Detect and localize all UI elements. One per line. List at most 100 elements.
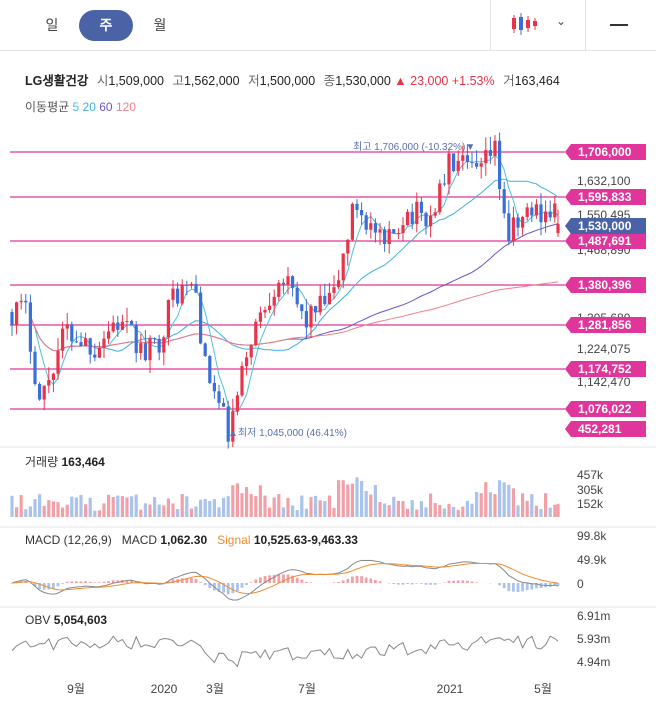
macd-histogram-bar (475, 582, 478, 583)
macd-histogram-bar (231, 583, 235, 594)
volume-bar (387, 505, 391, 517)
price-level-tag-label: 1,076,022 (578, 402, 632, 416)
close-label: 종 (323, 74, 336, 88)
volume-bar (295, 510, 299, 517)
volume-bar (65, 504, 69, 517)
candle-body (189, 283, 193, 286)
candle-body (258, 312, 262, 322)
macd-histogram-bar (70, 581, 74, 583)
volume-bar (222, 497, 226, 517)
macd-histogram-bar (548, 583, 552, 587)
price-level-tag (565, 233, 646, 249)
candlestick-chart-type-icon[interactable] (510, 12, 538, 36)
volume-bar (157, 504, 161, 517)
candle-body (212, 382, 216, 392)
volume-bar (111, 496, 115, 517)
macd-histogram-bar (93, 582, 97, 583)
volume-bar (318, 500, 322, 517)
chevron-down-icon[interactable]: ⌄ (556, 14, 567, 28)
volume-bar (134, 494, 138, 517)
high-value: 1,562,000 (183, 74, 240, 88)
volume-bar (548, 507, 552, 517)
macd-histogram-bar (111, 580, 115, 583)
candle-body (488, 150, 492, 156)
candle-body (337, 280, 341, 288)
candle-body (295, 287, 299, 305)
volume-panel-label: 거래량 163,464 (25, 453, 105, 470)
volume-bar (47, 500, 51, 517)
tab-day[interactable]: 일 (45, 17, 59, 33)
macd-histogram-bar (194, 578, 198, 583)
candle-body (120, 321, 124, 330)
candle-body (176, 288, 180, 304)
macd-histogram-bar (456, 580, 460, 583)
price-level-tag-label: 1,706,000 (578, 145, 632, 159)
oscillator-value: -9,463.33 (307, 533, 358, 547)
candle-body (392, 229, 396, 234)
x-axis-tick-label: 7월 (298, 682, 316, 696)
candle-body (28, 302, 32, 352)
volume-bar (235, 483, 239, 517)
macd-histogram-bar (355, 575, 359, 583)
volume-bar (162, 505, 166, 517)
candle-body (360, 209, 364, 216)
volume-bar (406, 508, 410, 517)
volume-bar (429, 493, 433, 517)
volume-bar (530, 494, 534, 517)
volume-bar (268, 507, 272, 517)
macd-histogram-bar (300, 579, 304, 583)
candle-body (88, 338, 92, 355)
menu-icon[interactable] (610, 24, 628, 26)
volume-bar (263, 495, 267, 517)
tab-month[interactable]: 월 (153, 17, 167, 33)
macd-histogram-bar (226, 583, 230, 595)
candle-body (401, 225, 405, 234)
candle-body (516, 217, 520, 228)
volume-bar (511, 488, 515, 517)
macd-histogram-bar (530, 583, 534, 590)
volume-bar (525, 500, 529, 517)
candle-body (10, 312, 14, 325)
candle-body (208, 355, 212, 383)
tab-week[interactable]: 주 (79, 10, 133, 41)
x-axis-tick-label: 2020 (151, 682, 178, 696)
ma-120-label: 120 (115, 100, 136, 114)
candle-body (534, 204, 538, 216)
high-label: 고 (172, 74, 184, 88)
candle-body (166, 299, 170, 338)
macd-histogram-bar (498, 583, 501, 586)
macd-histogram-bar (33, 583, 37, 587)
candle-body (240, 366, 244, 396)
macd-histogram-bar (102, 581, 106, 583)
stock-name: LG생활건강 (25, 74, 89, 88)
volume-bar (93, 510, 97, 517)
macd-histogram-bar (245, 583, 248, 585)
signal-series-label: Signal (217, 533, 251, 547)
volume-bar (291, 505, 295, 517)
macd-histogram-bar (305, 581, 308, 583)
moving-average-120-line (29, 281, 559, 351)
candle-body (263, 309, 267, 313)
close-value: 1,530,000 (335, 74, 391, 88)
volume-bar (378, 502, 382, 517)
volume-bar (70, 496, 74, 517)
candle-body (419, 201, 423, 213)
volume-bar (488, 492, 492, 517)
candle-body (42, 385, 46, 400)
price-level-tag (565, 421, 646, 437)
macd-histogram-bar (254, 579, 258, 583)
macd-histogram-bar (360, 576, 363, 583)
x-axis-tick-label: 9월 (67, 682, 85, 696)
candle-body (355, 203, 359, 210)
candle-body (19, 300, 23, 303)
volume-bar (507, 484, 511, 517)
obv-panel-title: OBV (25, 613, 51, 627)
volume-bar (438, 505, 442, 517)
price-level-tag-label: 452,281 (578, 422, 622, 436)
candle-body (318, 295, 322, 313)
candle-body (194, 283, 198, 293)
volume-bar (33, 499, 37, 517)
volume-bar (350, 483, 354, 517)
macd-histogram-bar (401, 583, 405, 585)
